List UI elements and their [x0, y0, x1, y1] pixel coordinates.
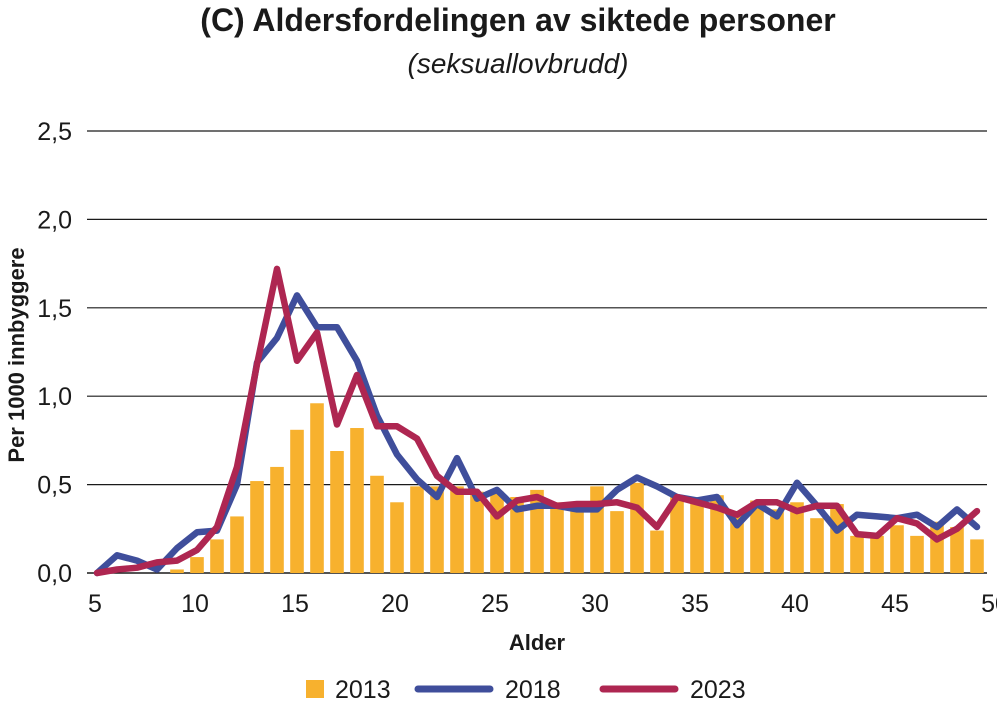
bar-2013-age-39	[770, 509, 784, 573]
line-series-group	[93, 265, 981, 577]
x-tick-label: 5	[88, 590, 102, 618]
y-axis-ticks: 0,0 0,5 1,0 1,5 2,0 2,5	[37, 118, 72, 588]
bar-2013-age-38	[750, 500, 764, 573]
y-tick-label: 0,0	[37, 560, 72, 588]
x-tick-label: 15	[281, 590, 309, 618]
bar-2013-age-18	[350, 428, 364, 573]
bar-2013-age-33	[650, 530, 664, 573]
x-tick-label: 20	[381, 590, 409, 618]
bar-2013-age-23	[450, 486, 464, 573]
bar-2013-age-22	[430, 486, 444, 573]
bar-2013-age-28	[550, 502, 564, 573]
x-tick-label: 50	[981, 590, 997, 618]
legend-item-2018: 2018	[414, 676, 561, 704]
bar-2013-age-26	[510, 496, 524, 573]
y-tick-label: 0,5	[37, 472, 72, 500]
bar-2013-age-21	[410, 486, 424, 573]
legend-swatch-2013	[306, 680, 324, 698]
legend-label-2023: 2023	[690, 676, 746, 704]
bar-2013-age-45	[890, 525, 904, 573]
bar-2013-age-10	[190, 557, 204, 573]
legend-item-2023: 2023	[599, 676, 746, 704]
bar-2013-age-32	[630, 482, 644, 573]
legend-label-2013: 2013	[335, 676, 391, 704]
bar-2013-age-46	[910, 535, 924, 573]
bar-2013-age-49	[970, 539, 984, 573]
bar-2013-age-37	[730, 512, 744, 573]
bar-2013-age-44	[870, 535, 884, 573]
chart-subtitle: (seksuallovbrudd)	[408, 48, 629, 79]
legend-item-2013: 2013	[306, 676, 391, 704]
bar-2013-age-48	[950, 527, 964, 573]
bar-2013-age-27	[530, 489, 544, 573]
y-tick-label: 2,0	[37, 206, 72, 234]
bar-2013-age-36	[710, 495, 724, 573]
bar-2013-age-31	[610, 511, 624, 573]
bar-2013-age-29	[570, 502, 584, 573]
bar-2013-age-11	[210, 539, 224, 573]
x-axis-ticks: 5 10 15 20 25 30 35 40 45 50	[88, 590, 997, 618]
line-series-2023	[93, 265, 981, 577]
x-tick-label: 10	[181, 590, 209, 618]
bar-2013-age-19	[370, 475, 384, 573]
bar-series-2013	[170, 403, 984, 573]
x-tick-label: 35	[681, 590, 709, 618]
bar-2013-age-25	[490, 491, 504, 573]
bar-2013-age-9	[170, 569, 184, 573]
chart-title: (C) Aldersfordelingen av siktede persone…	[200, 2, 835, 38]
bar-2013-age-40	[790, 502, 804, 573]
bar-2013-age-14	[270, 466, 284, 573]
bar-2013-age-15	[290, 429, 304, 573]
bar-2013-age-13	[250, 481, 264, 573]
y-tick-label: 1,0	[37, 383, 72, 411]
y-tick-label: 1,5	[37, 295, 72, 323]
x-tick-label: 40	[781, 590, 809, 618]
bar-2013-age-17	[330, 451, 344, 573]
y-tick-label: 2,5	[37, 118, 72, 146]
x-tick-label: 30	[581, 590, 609, 618]
bar-2013-age-30	[590, 486, 604, 573]
bar-2013-age-16	[310, 403, 324, 573]
legend: 2013 2018 2023	[306, 676, 746, 704]
legend-label-2018: 2018	[505, 676, 561, 704]
bar-2013-age-34	[670, 496, 684, 573]
bar-2013-age-12	[230, 516, 244, 573]
x-tick-label: 45	[881, 590, 909, 618]
x-axis-label: Alder	[509, 630, 566, 655]
bar-2013-age-20	[390, 502, 404, 573]
bar-2013-age-41	[810, 518, 824, 573]
bar-2013-age-24	[470, 491, 484, 573]
x-tick-label: 25	[481, 590, 509, 618]
bar-2013-age-35	[690, 502, 704, 573]
bar-2013-age-43	[850, 535, 864, 573]
y-axis-label: Per 1000 innbyggere	[4, 247, 29, 462]
